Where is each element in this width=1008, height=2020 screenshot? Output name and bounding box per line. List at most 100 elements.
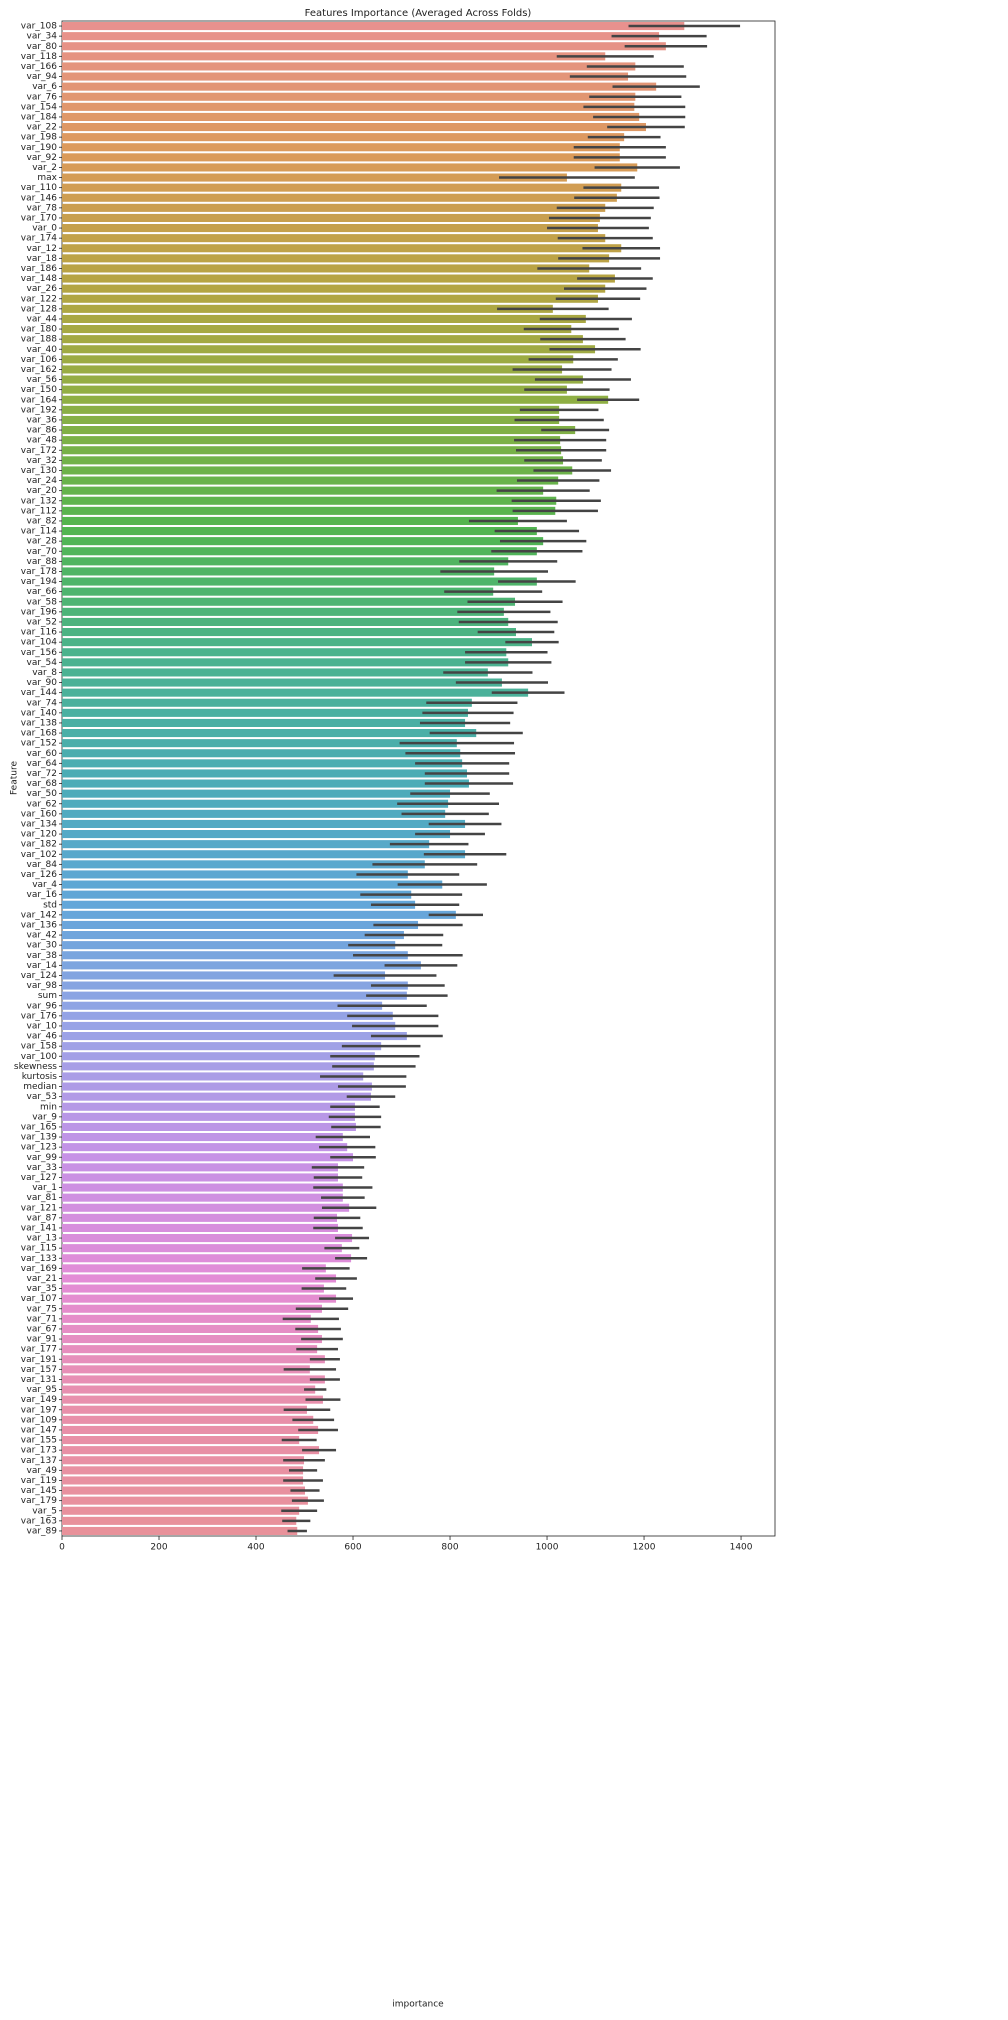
y-tick-label: var_91	[27, 1335, 58, 1345]
bar	[62, 739, 457, 748]
bar	[62, 1254, 352, 1263]
bar	[62, 577, 537, 586]
bar	[62, 405, 560, 414]
y-tick-label: var_12	[27, 244, 58, 254]
y-tick-label: var_120	[21, 830, 57, 840]
y-tick-label: var_36	[27, 415, 58, 425]
bar	[62, 698, 472, 707]
bar	[62, 951, 408, 960]
bar	[62, 32, 660, 41]
bar	[62, 1365, 310, 1374]
y-tick-label: var_54	[27, 658, 58, 668]
y-tick-label: std	[43, 900, 57, 910]
bar	[62, 1072, 364, 1081]
y-tick-label: var_16	[27, 890, 58, 900]
y-tick-label: var_134	[21, 819, 57, 829]
y-tick-label: var_196	[21, 607, 57, 617]
y-tick-label: var_138	[21, 718, 57, 728]
y-tick-label: var_169	[21, 1264, 57, 1274]
bar	[62, 617, 509, 626]
bar	[62, 163, 638, 172]
bar	[62, 1446, 320, 1455]
bar	[62, 1496, 308, 1505]
bar	[62, 22, 685, 31]
bar	[62, 688, 529, 697]
bar	[62, 607, 504, 616]
bar	[62, 224, 598, 233]
bar	[62, 42, 666, 51]
y-tick-label: skewness	[14, 1062, 57, 1072]
y-tick-label: var_158	[21, 1042, 57, 1052]
y-tick-label: var_98	[27, 981, 58, 991]
y-tick-label: var_8	[32, 668, 57, 678]
y-tick-label: var_42	[27, 931, 58, 941]
bar	[62, 1203, 350, 1212]
y-tick-label: median	[23, 1082, 57, 1092]
bar	[62, 971, 386, 980]
bar	[62, 1395, 323, 1404]
bar	[62, 325, 572, 334]
bar	[62, 264, 590, 273]
y-tick-label: var_119	[21, 1476, 57, 1486]
y-tick-label: var_78	[27, 203, 58, 213]
bar	[62, 920, 419, 929]
y-tick-label: var_172	[21, 446, 57, 456]
y-tick-label: var_152	[21, 739, 57, 749]
bar	[62, 1133, 343, 1142]
bar	[62, 729, 477, 738]
bar	[62, 1143, 348, 1152]
bar	[62, 1122, 356, 1131]
bar	[62, 789, 451, 798]
y-tick-label: var_26	[27, 284, 58, 294]
y-tick-label: var_70	[27, 547, 58, 557]
y-tick-label: var_168	[21, 729, 57, 739]
y-tick-label: var_48	[27, 436, 58, 446]
bar	[62, 274, 615, 283]
bar	[62, 415, 560, 424]
bar	[62, 234, 606, 243]
y-tick-label: var_28	[27, 537, 58, 547]
bar	[62, 365, 563, 374]
bar	[62, 941, 396, 950]
bar	[62, 527, 537, 536]
y-tick-label: var_60	[27, 749, 58, 759]
y-tick-label: var_155	[21, 1436, 57, 1446]
y-tick-label: var_194	[21, 577, 57, 587]
bar	[62, 880, 443, 889]
y-tick-label: var_71	[27, 1314, 58, 1324]
y-tick-label: var_94	[27, 72, 58, 82]
bar	[62, 193, 617, 202]
y-tick-label: var_109	[21, 1415, 57, 1425]
bar	[62, 981, 408, 990]
y-tick-label: var_122	[21, 294, 57, 304]
y-tick-label: var_46	[27, 1032, 58, 1042]
bar	[62, 1213, 338, 1222]
y-tick-label: var_84	[27, 860, 58, 870]
y-tick-label: var_179	[21, 1496, 57, 1506]
y-tick-label: var_184	[21, 112, 57, 122]
bar	[62, 183, 622, 192]
y-tick-label: var_145	[21, 1486, 57, 1496]
y-tick-label: var_58	[27, 597, 58, 607]
bar	[62, 112, 640, 121]
bar	[62, 1274, 337, 1283]
y-tick-label: var_142	[21, 910, 57, 920]
y-tick-label: var_33	[27, 1163, 58, 1173]
y-tick-label: var_107	[21, 1294, 57, 1304]
bar	[62, 1102, 355, 1111]
y-tick-label: var_52	[27, 617, 58, 627]
bar	[62, 1294, 337, 1303]
y-tick-label: var_86	[27, 426, 58, 436]
y-tick-label: var_6	[32, 82, 57, 92]
y-tick-label: var_80	[27, 42, 58, 52]
y-tick-label: var_64	[27, 759, 58, 769]
y-tick-label: var_72	[27, 769, 58, 779]
bar	[62, 385, 567, 394]
bar	[62, 476, 559, 485]
bar	[62, 870, 408, 879]
y-tick-label: var_53	[27, 1092, 58, 1102]
x-tick-label: 600	[344, 1543, 361, 1553]
bar	[62, 1375, 325, 1384]
y-tick-label: var_166	[21, 62, 57, 72]
bar	[62, 1314, 311, 1323]
